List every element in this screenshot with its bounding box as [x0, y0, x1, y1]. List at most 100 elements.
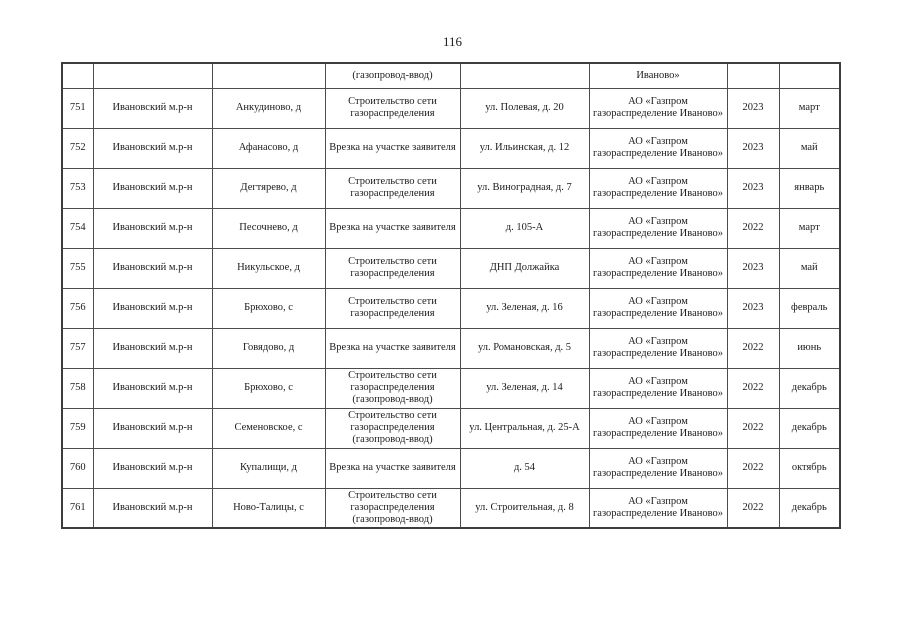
cell-year: 2022	[726, 407, 780, 449]
cell-organization: АО «Газпром газораспределение Иваново»	[588, 247, 728, 289]
table-row: 754 Ивановский м.р-н Песочнево, д Врезка…	[61, 207, 841, 249]
cell-month: май	[778, 127, 841, 169]
cell-district	[92, 62, 213, 89]
cell-number: 757	[61, 327, 94, 369]
cell-district: Ивановский м.р-н	[92, 407, 213, 449]
cell-number: 756	[61, 287, 94, 329]
cell-address: ул. Зеленая, д. 16	[459, 287, 590, 329]
cell-work-type: (газопровод-ввод)	[324, 62, 461, 89]
cell-month: декабрь	[778, 487, 841, 529]
cell-work-type: Врезка на участке заявителя	[324, 127, 461, 169]
cell-district: Ивановский м.р-н	[92, 127, 213, 169]
cell-month: октябрь	[778, 447, 841, 489]
cell-work-type: Строительство сети газораспределения	[324, 87, 461, 129]
cell-district: Ивановский м.р-н	[92, 87, 213, 129]
page-number: 116	[442, 34, 463, 49]
cell-address: ул. Зеленая, д. 14	[459, 367, 590, 409]
cell-organization: АО «Газпром газораспределение Иваново»	[588, 207, 728, 249]
cell-settlement: Брюхово, с	[211, 367, 326, 409]
cell-district: Ивановский м.р-н	[92, 247, 213, 289]
cell-work-type: Врезка на участке заявителя	[324, 327, 461, 369]
cell-settlement: Песочнево, д	[211, 207, 326, 249]
cell-district: Ивановский м.р-н	[92, 327, 213, 369]
cell-year: 2023	[726, 167, 780, 209]
cell-address: ул. Полевая, д. 20	[459, 87, 590, 129]
cell-year: 2023	[726, 287, 780, 329]
cell-settlement: Афанасово, д	[211, 127, 326, 169]
cell-settlement: Анкудиново, д	[211, 87, 326, 129]
table-row: 759 Ивановский м.р-н Семеновское, с Стро…	[61, 407, 841, 449]
cell-number: 760	[61, 447, 94, 489]
cell-organization: АО «Газпром газораспределение Иваново»	[588, 407, 728, 449]
cell-work-type: Строительство сети газораспределения (га…	[324, 367, 461, 409]
cell-month: декабрь	[778, 407, 841, 449]
cell-month: декабрь	[778, 367, 841, 409]
cell-month: февраль	[778, 287, 841, 329]
cell-year: 2022	[726, 487, 780, 529]
cell-year: 2022	[726, 327, 780, 369]
cell-year: 2023	[726, 87, 780, 129]
cell-month: март	[778, 87, 841, 129]
cell-address: д. 105-А	[459, 207, 590, 249]
cell-year: 2023	[726, 127, 780, 169]
cell-year: 2023	[726, 247, 780, 289]
cell-year: 2022	[726, 367, 780, 409]
cell-month: июнь	[778, 327, 841, 369]
table-row-continuation: (газопровод-ввод) Иваново»	[61, 62, 841, 89]
cell-work-type: Строительство сети газораспределения (га…	[324, 407, 461, 449]
cell-district: Ивановский м.р-н	[92, 287, 213, 329]
cell-settlement: Говядово, д	[211, 327, 326, 369]
cell-organization: АО «Газпром газораспределение Иваново»	[588, 487, 728, 529]
table-body: (газопровод-ввод) Иваново» 751 Ивановски…	[61, 62, 841, 529]
cell-number: 752	[61, 127, 94, 169]
cell-settlement	[211, 62, 326, 89]
cell-district: Ивановский м.р-н	[92, 367, 213, 409]
cell-address	[459, 62, 590, 89]
cell-organization: АО «Газпром газораспределение Иваново»	[588, 87, 728, 129]
cell-settlement: Купалищи, д	[211, 447, 326, 489]
cell-settlement: Семеновское, с	[211, 407, 326, 449]
cell-address: ул. Центральная, д. 25-А	[459, 407, 590, 449]
cell-organization: Иваново»	[588, 62, 728, 89]
cell-number: 761	[61, 487, 94, 529]
table-row: 757 Ивановский м.р-н Говядово, д Врезка …	[61, 327, 841, 369]
cell-work-type: Строительство сети газораспределения	[324, 167, 461, 209]
cell-organization: АО «Газпром газораспределение Иваново»	[588, 167, 728, 209]
cell-number: 759	[61, 407, 94, 449]
table-row: 752 Ивановский м.р-н Афанасово, д Врезка…	[61, 127, 841, 169]
cell-organization: АО «Газпром газораспределение Иваново»	[588, 327, 728, 369]
cell-year: 2022	[726, 207, 780, 249]
cell-year: 2022	[726, 447, 780, 489]
cell-district: Ивановский м.р-н	[92, 207, 213, 249]
cell-number: 755	[61, 247, 94, 289]
cell-organization: АО «Газпром газораспределение Иваново»	[588, 287, 728, 329]
cell-year	[726, 62, 780, 89]
table-row: 751 Ивановский м.р-н Анкудиново, д Строи…	[61, 87, 841, 129]
cell-organization: АО «Газпром газораспределение Иваново»	[588, 127, 728, 169]
cell-settlement: Ново-Талицы, с	[211, 487, 326, 529]
cell-address: ул. Ильинская, д. 12	[459, 127, 590, 169]
cell-work-type: Строительство сети газораспределения	[324, 287, 461, 329]
table-row: 755 Ивановский м.р-н Никульское, д Строи…	[61, 247, 841, 289]
table-row: 760 Ивановский м.р-н Купалищи, д Врезка …	[61, 447, 841, 489]
cell-number: 754	[61, 207, 94, 249]
cell-month: январь	[778, 167, 841, 209]
table-row: 758 Ивановский м.р-н Брюхово, с Строител…	[61, 367, 841, 409]
cell-district: Ивановский м.р-н	[92, 167, 213, 209]
cell-month	[778, 62, 841, 89]
cell-work-type: Строительство сети газораспределения (га…	[324, 487, 461, 529]
cell-address: ДНП Должайка	[459, 247, 590, 289]
cell-number	[61, 62, 94, 89]
cell-month: май	[778, 247, 841, 289]
cell-work-type: Врезка на участке заявителя	[324, 447, 461, 489]
cell-month: март	[778, 207, 841, 249]
cell-address: ул. Романовская, д. 5	[459, 327, 590, 369]
cell-settlement: Брюхово, с	[211, 287, 326, 329]
cell-number: 751	[61, 87, 94, 129]
cell-address: д. 54	[459, 447, 590, 489]
table-row: 753 Ивановский м.р-н Дегтярево, д Строит…	[61, 167, 841, 209]
cell-number: 758	[61, 367, 94, 409]
cell-work-type: Врезка на участке заявителя	[324, 207, 461, 249]
cell-district: Ивановский м.р-н	[92, 487, 213, 529]
